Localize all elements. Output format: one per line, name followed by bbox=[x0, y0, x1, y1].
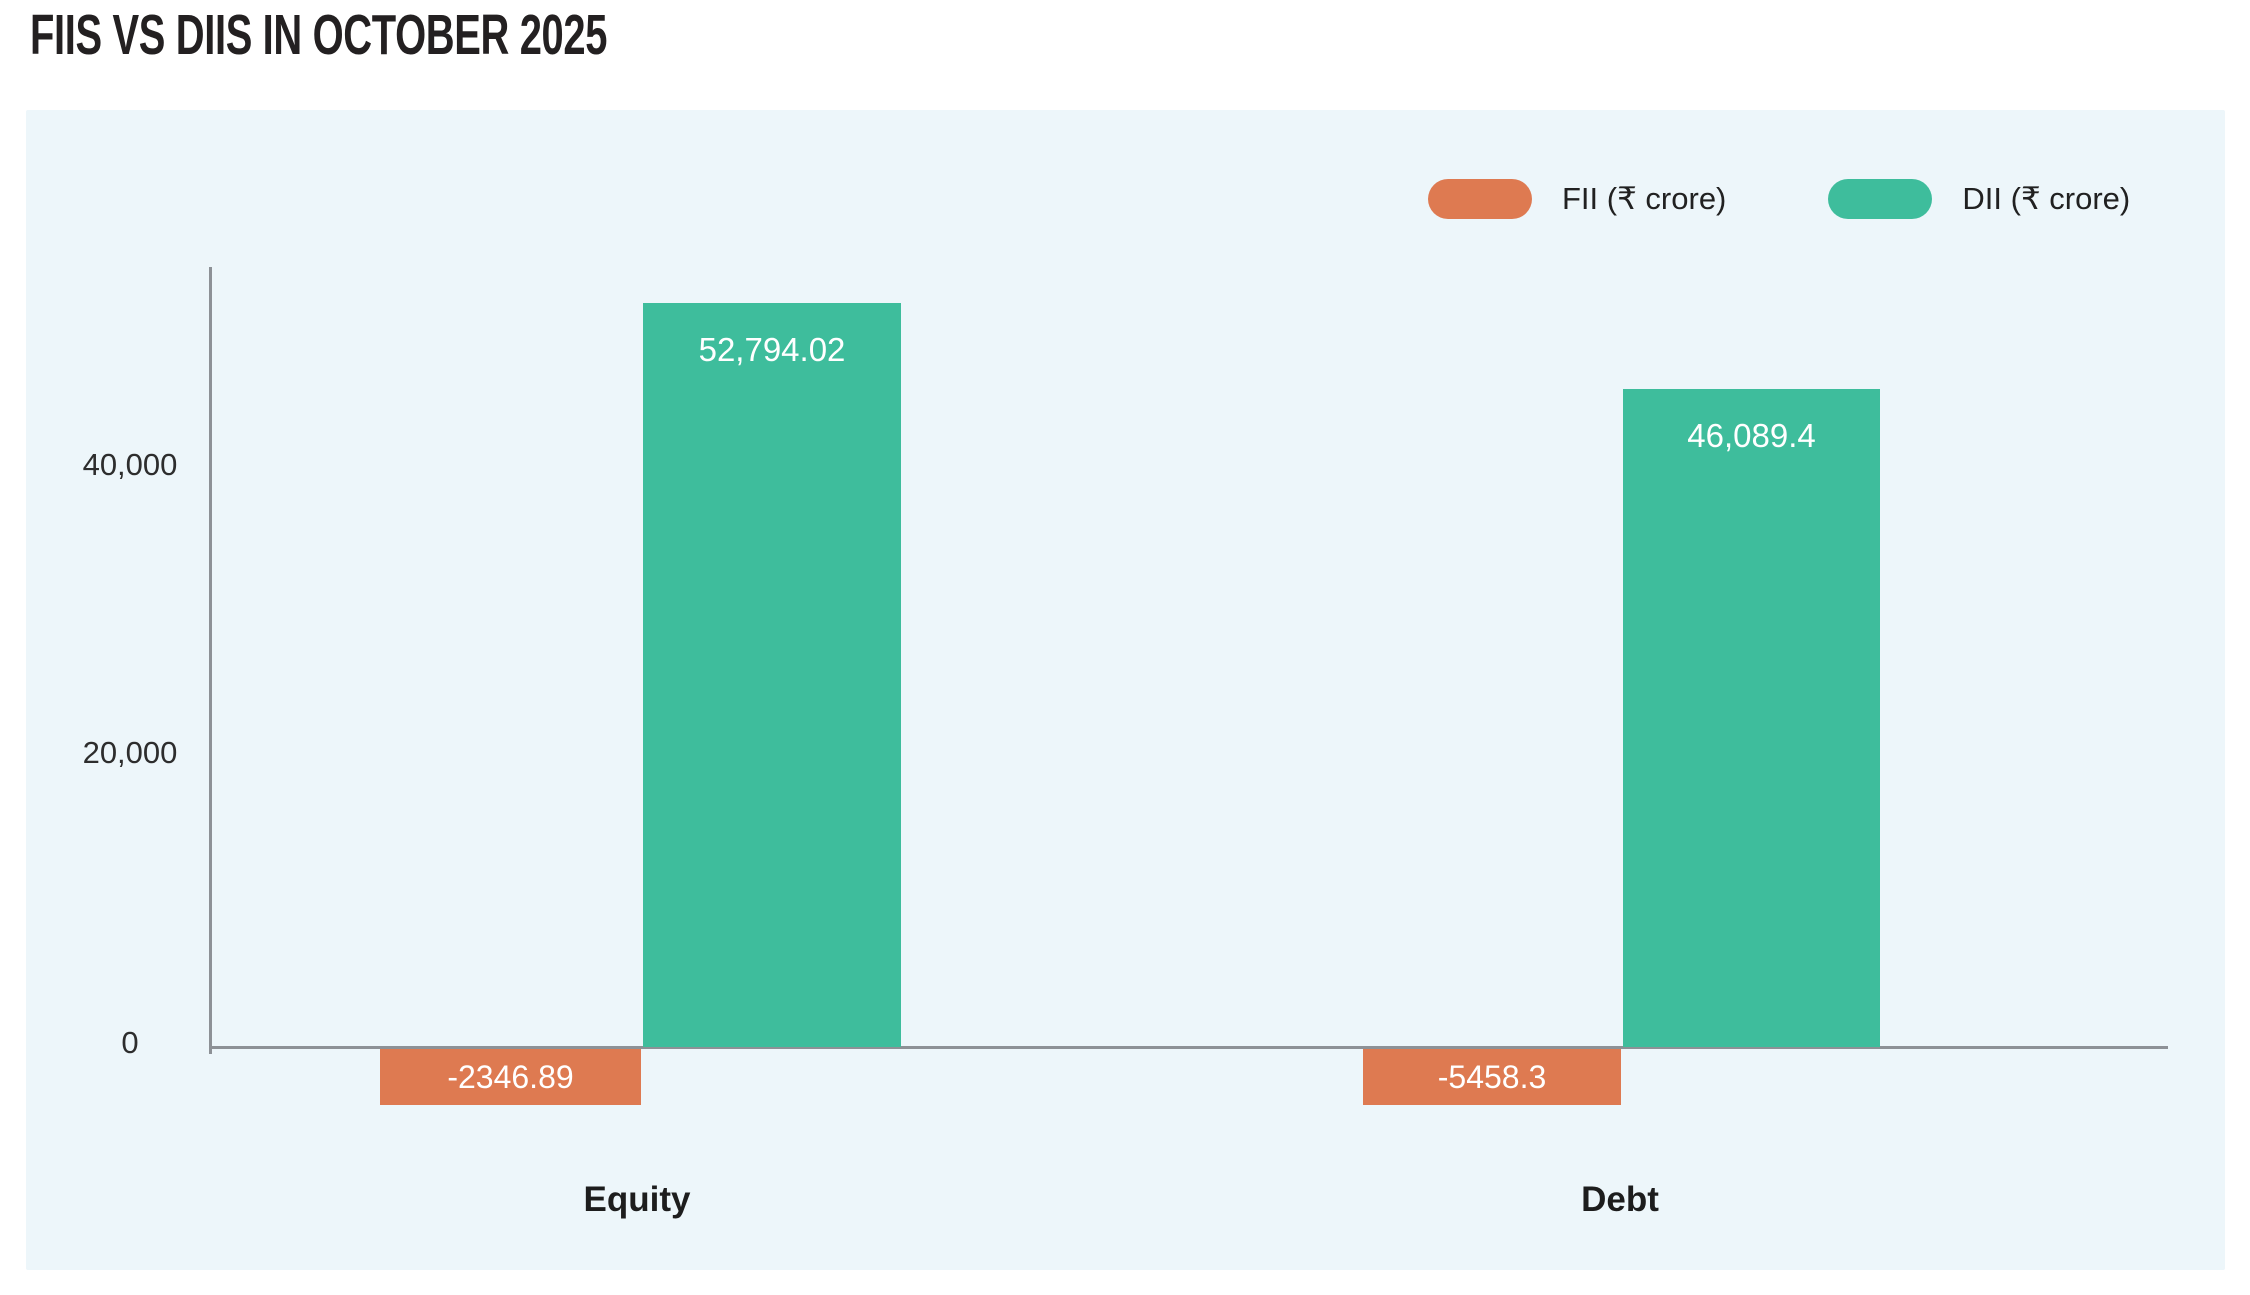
y-tick-20000: 20,000 bbox=[82, 735, 178, 770]
category-label-debt: Debt bbox=[1581, 1180, 1659, 1219]
bar-fii-equity-value: -2346.89 bbox=[447, 1059, 574, 1095]
bar-fii-equity[interactable]: -2346.89 bbox=[380, 1049, 641, 1105]
fii-legend-swatch-icon bbox=[1428, 179, 1532, 219]
y-tick-0: 0 bbox=[121, 1025, 139, 1060]
legend-item-fii[interactable]: FII (₹ crore) bbox=[1428, 179, 1726, 219]
bar-dii-equity-value: 52,794.02 bbox=[698, 331, 846, 368]
bar-dii-debt[interactable]: 46,089.4 bbox=[1623, 389, 1880, 1047]
y-axis-line bbox=[209, 267, 212, 1054]
legend-item-dii[interactable]: DII (₹ crore) bbox=[1828, 179, 2130, 219]
dii-legend-label: DII (₹ crore) bbox=[1962, 181, 2131, 216]
category-label-equity: Equity bbox=[583, 1180, 691, 1219]
bar-dii-debt-value: 46,089.4 bbox=[1687, 417, 1816, 454]
bar-fii-debt[interactable]: -5458.3 bbox=[1363, 1049, 1621, 1105]
dii-legend-swatch-icon bbox=[1828, 179, 1933, 219]
x-axis-line bbox=[209, 1046, 2168, 1049]
fii-legend-label: FII (₹ crore) bbox=[1562, 181, 1727, 216]
bar-dii-equity[interactable]: 52,794.02 bbox=[643, 303, 901, 1047]
chart-panel bbox=[26, 110, 2225, 1270]
legend: FII (₹ crore) DII (₹ crore) bbox=[1428, 179, 2130, 219]
y-tick-40000: 40,000 bbox=[82, 447, 178, 482]
bar-fii-debt-value: -5458.3 bbox=[1437, 1059, 1547, 1095]
chart-title: FIIS VS DIIS IN OCTOBER 2025 bbox=[30, 3, 608, 67]
